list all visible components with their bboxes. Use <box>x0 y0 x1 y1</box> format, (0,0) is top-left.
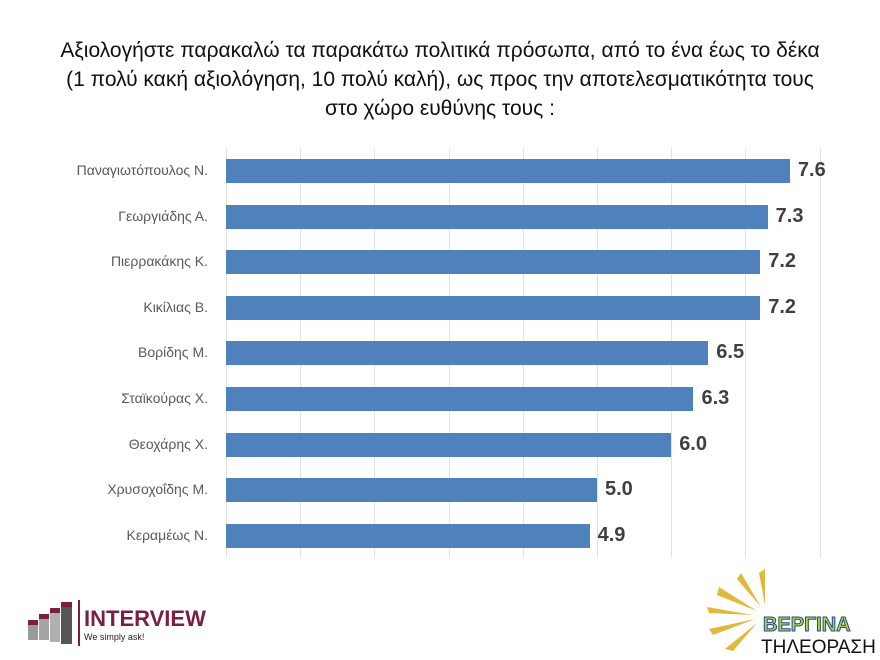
value-label: 4.9 <box>597 523 626 546</box>
bar <box>226 295 761 320</box>
category-label: Θεοχάρης Χ. <box>128 435 208 452</box>
bar <box>226 341 709 366</box>
svg-text:ΒΕΡΓΙΝΑ: ΒΕΡΓΙΝΑ <box>763 614 851 636</box>
sun-rays-icon <box>707 569 765 651</box>
svg-text:INTERVIEW: INTERVIEW <box>84 606 206 631</box>
svg-text:ΤΗΛΕΟΡΑΣΗ: ΤΗΛΕΟΡΑΣΗ <box>761 637 876 658</box>
bar <box>226 250 761 275</box>
value-label: 7.3 <box>775 204 804 227</box>
value-label: 6.5 <box>716 341 745 364</box>
value-label: 7.2 <box>768 250 797 273</box>
bar <box>226 523 590 548</box>
chart-title: Αξιολογήστε παρακαλώ τα παρακάτω πολιτικ… <box>0 36 880 123</box>
bar <box>226 159 790 183</box>
bar <box>226 478 597 503</box>
category-label: Γεωργιάδης Α. <box>118 207 208 224</box>
value-label: 6.0 <box>679 432 707 455</box>
value-label: 7.6 <box>797 159 826 181</box>
gridline <box>745 148 747 558</box>
value-label: 6.3 <box>701 387 730 409</box>
value-label: 7.2 <box>768 295 797 318</box>
category-label: Κικίλιας Β. <box>143 298 208 315</box>
category-label: Παναγιωτόπουλος Ν. <box>76 162 208 178</box>
title-line-1: Αξιολογήστε παρακαλώ τα παρακάτω πολιτικ… <box>60 39 820 62</box>
bar-chart-logo-icon <box>28 602 72 644</box>
gridline <box>819 148 821 558</box>
category-label: Βορίδης Μ. <box>138 344 208 361</box>
value-label: 5.0 <box>605 478 633 501</box>
svg-text:We simply ask!: We simply ask! <box>84 632 144 642</box>
bar <box>226 204 768 229</box>
category-label: Κεραμέως Ν. <box>126 526 208 543</box>
title-line-3: στο χώρο ευθύνης τους : <box>325 97 555 120</box>
vergina-tv-logo: ΒΕΡΓΙΝΑ ΤΗΛΕΟΡΑΣΗ <box>707 569 876 658</box>
category-label: Σταϊκούρας Χ. <box>121 390 208 406</box>
category-label: Χρυσοχοΐδης Μ. <box>107 481 208 498</box>
category-label: Πιερρακάκης Κ. <box>110 253 208 270</box>
bar <box>226 432 672 457</box>
title-line-2: (1 πολύ κακή αξιολόγηση, 10 πολύ καλή), … <box>66 68 814 91</box>
interview-logo: INTERVIEW We simply ask! <box>28 600 206 646</box>
bar <box>226 387 694 411</box>
